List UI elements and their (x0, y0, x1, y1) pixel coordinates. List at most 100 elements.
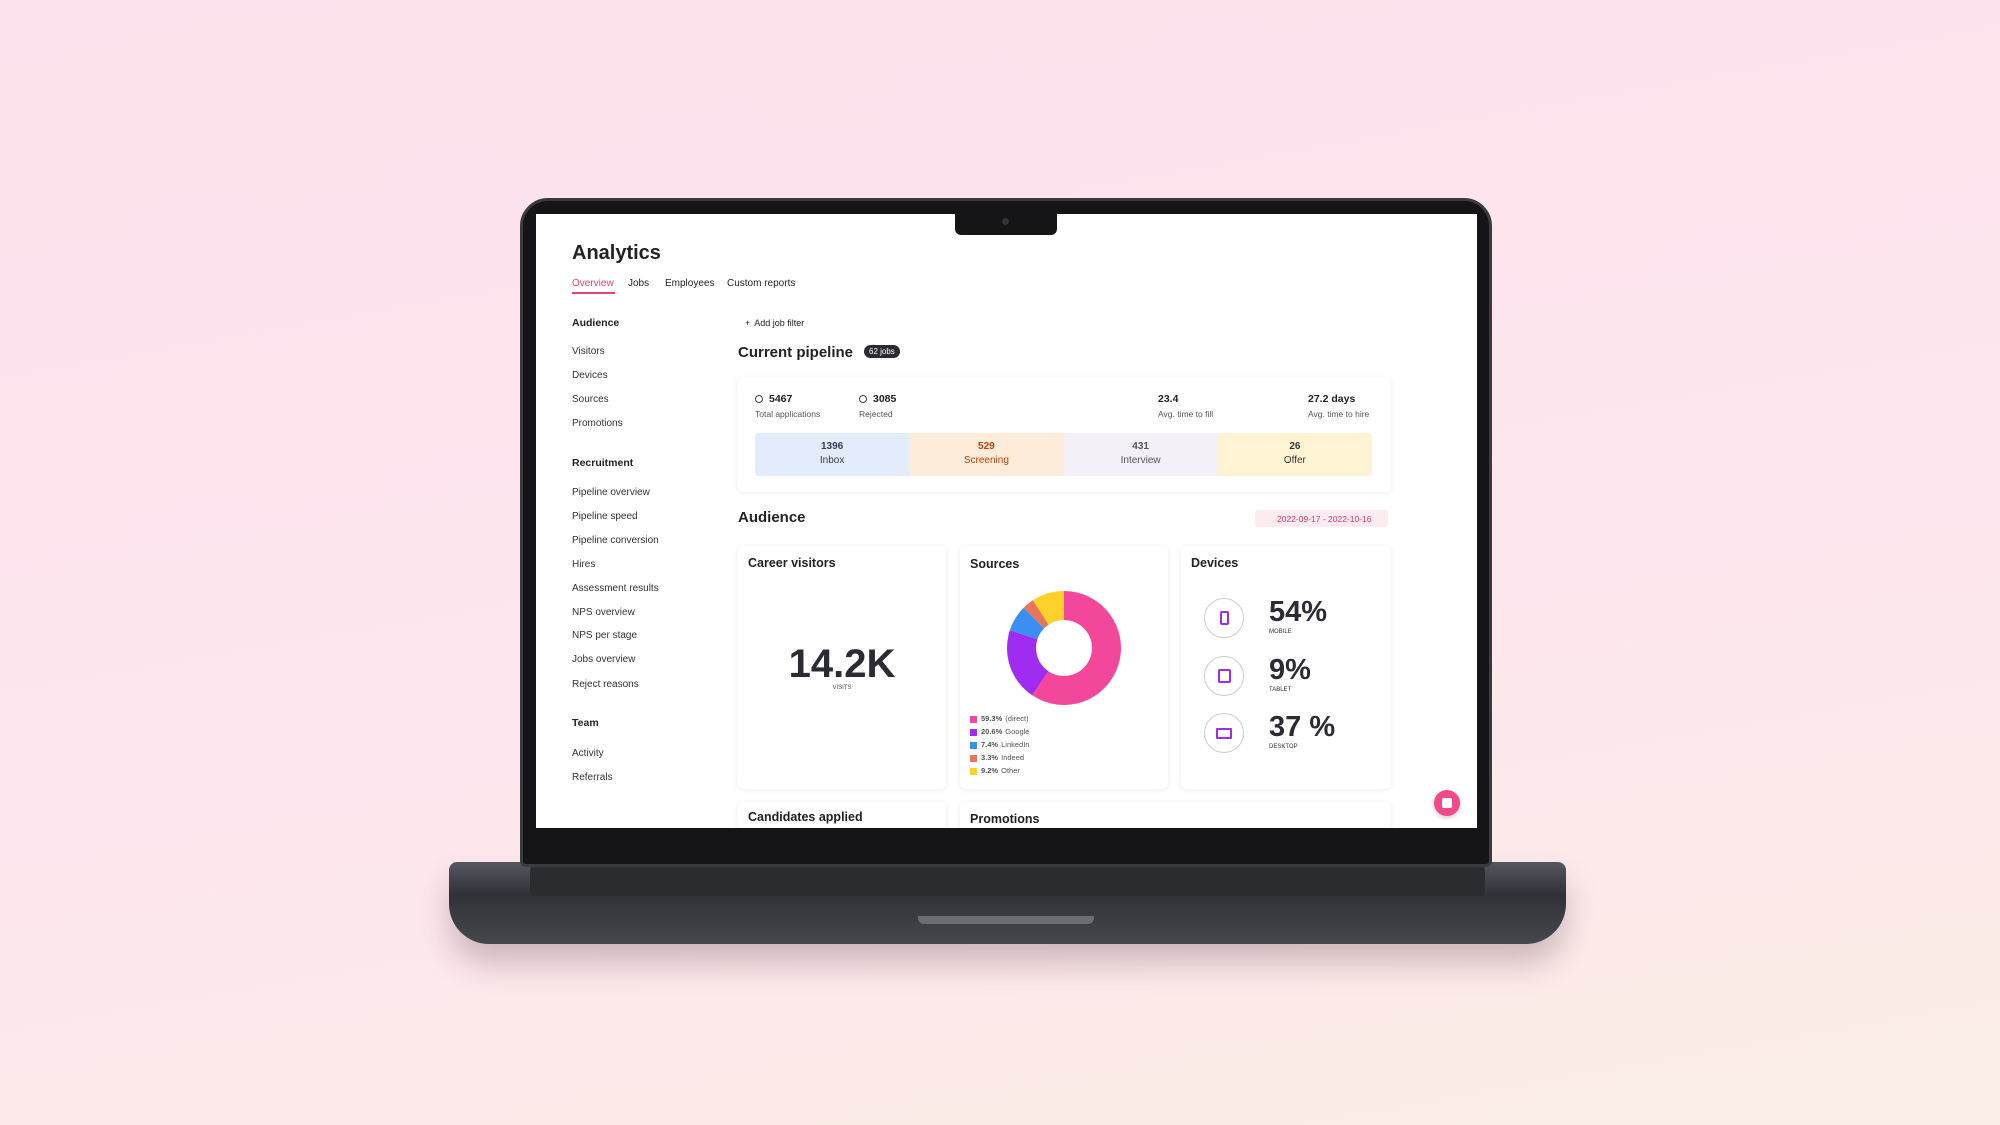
tab-underline (572, 292, 615, 294)
bottom-title: Candidates applied (748, 810, 863, 824)
stage[interactable]: 529 Screening (909, 433, 1064, 476)
legend-name: (direct) (1005, 714, 1029, 723)
title: Analytics (572, 242, 661, 264)
legend-name: Google (1005, 727, 1030, 736)
trackpad-notch (918, 916, 1094, 924)
sidebar-item[interactable]: NPS per stage (572, 630, 638, 641)
legend-name: Indeed (1001, 753, 1025, 762)
screen: Analytics + Add job filter Current pipeli… (536, 214, 1477, 828)
notch (955, 212, 1057, 235)
pipeline-title: Current pipeline (738, 344, 854, 361)
stage[interactable]: 431 Interview (1063, 433, 1218, 476)
add-filter[interactable]: + Add job filter (745, 318, 804, 328)
plus-icon: + (745, 318, 751, 328)
legend-value: 59.3% (981, 714, 1003, 723)
stat-icon (755, 395, 763, 403)
stage-value: 431 (1132, 441, 1149, 452)
stage-value: 1396 (821, 441, 844, 452)
sidebar-item[interactable]: Pipeline speed (572, 511, 638, 522)
sidebar-item[interactable]: Reject reasons (572, 679, 639, 690)
chat-icon (1442, 798, 1452, 808)
device-value: 37 % (1269, 711, 1336, 743)
visitors-card (738, 546, 946, 789)
device-glyph (1216, 727, 1232, 739)
stage[interactable]: 1396 Inbox (755, 433, 910, 476)
sidebar-item[interactable]: Assessment results (572, 583, 659, 594)
stage-label: Inbox (819, 455, 845, 466)
stat-value: 3085 (873, 393, 897, 405)
stat-label: Total applications (755, 409, 821, 419)
visitors-title: Career visitors (748, 556, 836, 570)
legend-name: Other (1001, 766, 1020, 775)
sidebar-item[interactable]: Hires (572, 559, 596, 570)
devices-title: Devices (1191, 556, 1239, 570)
filter-label: Add job filter (754, 318, 805, 328)
tab[interactable]: Employees (665, 278, 715, 289)
camera (1002, 218, 1009, 225)
sources-title: Sources (970, 557, 1020, 571)
sidebar-item[interactable]: Sources (572, 394, 609, 405)
device-value: 54% (1269, 596, 1328, 628)
legend-swatch (970, 729, 977, 736)
device-label: TABLET (1269, 687, 1292, 693)
device-icon (1204, 598, 1244, 638)
tab[interactable]: Jobs (628, 278, 650, 289)
legend-value: 9.2% (981, 766, 999, 775)
legend-entry: 59.3% (direct) (981, 714, 1029, 723)
device-label: MOBILE (1269, 629, 1292, 635)
legend-name: LinkedIn (1001, 740, 1030, 749)
stage-label: Screening (963, 455, 1009, 466)
device-value: 9% (1269, 654, 1311, 686)
sidebar-item[interactable]: Devices (572, 370, 608, 381)
candidates-card (738, 802, 946, 828)
sidebar-heading: Recruitment (572, 457, 634, 469)
sidebar-item[interactable]: Pipeline conversion (572, 535, 659, 546)
sidebar-item[interactable]: Activity (572, 748, 604, 759)
keyboard (530, 866, 1485, 896)
device-glyph (1217, 669, 1231, 683)
stat-value: 5467 (769, 393, 793, 405)
visitors-label: VISITS (832, 685, 852, 691)
device-icon (1204, 713, 1244, 753)
stat-label: Avg. time to fill (1158, 409, 1214, 419)
sidebar-item[interactable]: Jobs overview (572, 654, 636, 665)
stage-label: Offer (1283, 455, 1306, 466)
stage[interactable]: 26 Offer (1217, 433, 1372, 476)
legend-entry: 9.2% Other (981, 766, 1020, 775)
sidebar-heading: Team (572, 717, 599, 729)
legend-value: 3.3% (981, 753, 999, 762)
sidebar-heading: Audience (572, 317, 620, 329)
sidebar-item[interactable]: Visitors (572, 346, 605, 357)
stage-label: Interview (1120, 455, 1161, 466)
bottom-title: Promotions (970, 812, 1040, 826)
device-label: DESKTOP (1269, 744, 1298, 750)
stage-value: 529 (978, 441, 995, 452)
legend-value: 20.6% (981, 727, 1003, 736)
pipeline-badge: 62 jobs (864, 345, 900, 358)
stat-label: Avg. time to hire (1308, 409, 1370, 419)
sidebar-item[interactable]: Referrals (572, 772, 613, 783)
date-text: 2022-09-17 - 2022-10-16 (1277, 514, 1372, 524)
legend-entry: 7.4% LinkedIn (981, 740, 1029, 749)
stages: 1396 Inbox 529 Screening 431 Interview 26 Offer (755, 433, 1372, 476)
stat-icon (859, 395, 867, 403)
date-range[interactable]: 2022-09-17 - 2022-10-16 (1255, 510, 1388, 527)
legend-entry: 20.6% Google (981, 727, 1029, 736)
legend-entry: 3.3% Indeed (981, 753, 1024, 762)
tab[interactable]: Custom reports (727, 278, 796, 289)
stat-value: 27.2 days (1308, 393, 1356, 405)
legend-swatch (970, 742, 977, 749)
legend-swatch (970, 716, 977, 723)
visitors-value: 14.2K (788, 642, 896, 686)
tab[interactable]: Overview (572, 278, 614, 289)
sidebar-item[interactable]: Promotions (572, 418, 623, 429)
stat-label: Rejected (859, 409, 893, 419)
legend-value: 7.4% (981, 740, 999, 749)
sidebar-item[interactable]: Pipeline overview (572, 487, 650, 498)
chat-button[interactable] (1434, 790, 1460, 816)
sidebar-item[interactable]: NPS overview (572, 607, 635, 618)
device-glyph (1219, 611, 1229, 625)
promotions-card (960, 802, 1391, 828)
stage-value: 26 (1289, 441, 1301, 452)
